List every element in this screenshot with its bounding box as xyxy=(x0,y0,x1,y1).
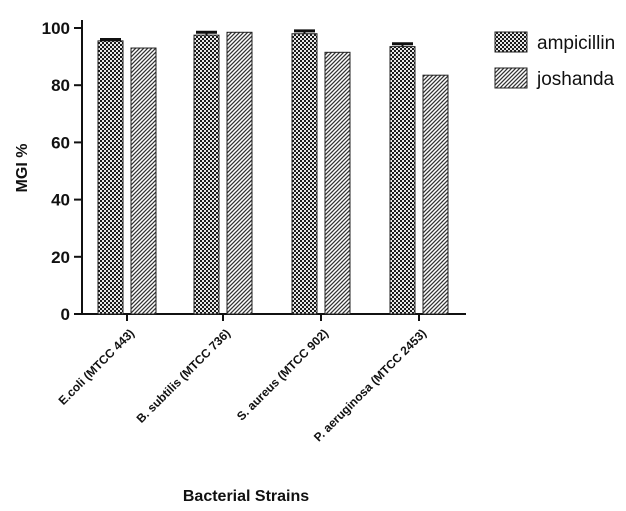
legend-swatch-joshanda xyxy=(494,67,528,89)
y-ticks: 0 20 40 60 80 100 xyxy=(42,19,82,324)
y-tick-label: 80 xyxy=(51,76,70,95)
bar-ampicillin xyxy=(97,40,124,315)
bar-joshanda xyxy=(130,47,157,315)
y-tick-label: 40 xyxy=(51,191,70,210)
y-tick-label: 60 xyxy=(51,133,70,152)
bar-joshanda xyxy=(324,51,351,315)
bar-ampicillin xyxy=(193,34,220,315)
y-tick-label: 0 xyxy=(61,305,70,324)
y-axis-title: MGI % xyxy=(14,144,31,193)
x-tick-label: E.coli (MTCC 443) xyxy=(56,326,138,408)
bar-ampicillin xyxy=(291,33,318,315)
y-tick-label: 100 xyxy=(42,19,70,38)
bar-joshanda xyxy=(422,74,449,315)
x-tick-label: P. aeruginosa (MTCC 2453) xyxy=(311,326,429,444)
x-tick-label: S. aureus (MTCC 902) xyxy=(234,326,331,423)
legend: ampicillin joshanda xyxy=(494,31,615,90)
bars xyxy=(97,29,449,315)
x-axis-title: Bacterial Strains xyxy=(183,488,309,505)
legend-label-ampicillin: ampicillin xyxy=(537,33,615,54)
x-tick-labels: E.coli (MTCC 443)B. subtilis (MTCC 736) S… xyxy=(56,314,429,444)
legend-label-joshanda: joshanda xyxy=(536,69,615,90)
y-tick-label: 20 xyxy=(51,248,70,267)
legend-swatch-ampicillin xyxy=(494,31,528,53)
bar-ampicillin xyxy=(389,46,416,315)
bar-joshanda xyxy=(226,31,253,315)
x-tick-label: B. subtilis (MTCC 736) xyxy=(134,326,233,425)
